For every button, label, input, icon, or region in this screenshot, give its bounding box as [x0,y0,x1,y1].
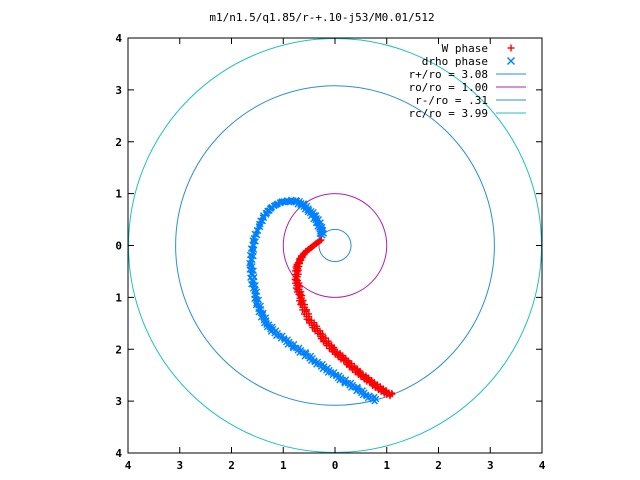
data-point [317,237,324,244]
series-1 [246,196,380,405]
y-tick-label: 3 [115,84,122,97]
y-tick-label: 0 [115,240,122,253]
data-point [281,336,288,344]
x-tick-label: 4 [539,459,546,472]
y-tick-label: 2 [115,343,122,356]
x-tick-label: 4 [125,459,132,472]
legend-label: drho phase [422,55,488,68]
y-tick-label: 4 [115,32,122,45]
data-point [248,252,256,259]
y-tick-label: 1 [115,291,122,304]
data-point [311,358,318,366]
x-tick-label: 3 [487,459,494,472]
legend-marker [507,44,515,52]
legend-label: rc/ro = 3.99 [409,107,488,120]
circle-series-4 [318,228,352,263]
y-tick-label: 3 [115,395,122,408]
y-tick-label: 2 [115,136,122,149]
x-tick-label: 0 [332,459,339,472]
legend-label: ro/ro = 1.00 [409,81,488,94]
x-tick-label: 1 [280,459,287,472]
chart-title: m1/n1.5/q1.85/r-+.10-j53/M0.01/512 [209,11,434,24]
data-point [272,201,280,208]
series-0 [291,236,396,400]
data-point [318,231,326,239]
legend-label: W phase [442,42,488,55]
x-tick-label: 3 [176,459,183,472]
x-tick-label: 2 [435,459,442,472]
data-point [324,364,332,372]
legend-label: r-/ro = .31 [415,94,488,107]
circle-series-2 [175,85,495,406]
circle-series-3 [282,193,388,298]
x-tick-label: 2 [228,459,235,472]
legend-label: r+/ro = 3.08 [409,68,488,81]
y-tick-label: 4 [115,447,122,460]
y-tick-label: 1 [115,188,122,201]
x-tick-label: 1 [383,459,390,472]
legend-marker [507,57,515,65]
data-point [302,350,310,358]
data-point [252,301,260,309]
